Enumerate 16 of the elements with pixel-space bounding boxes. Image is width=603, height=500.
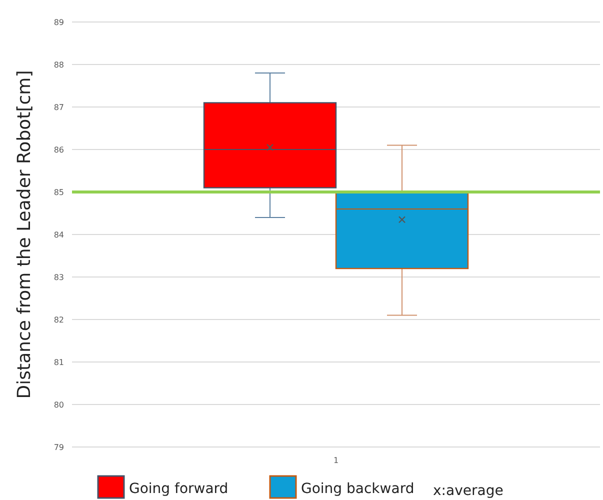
- y-tick-label: 87: [54, 102, 64, 112]
- y-tick-label: 79: [54, 442, 64, 452]
- x-tick-label: 1: [333, 456, 339, 465]
- legend-label: Going backward: [301, 481, 414, 497]
- y-tick-label: 89: [54, 18, 64, 27]
- y-tick-label: 85: [54, 188, 64, 197]
- y-tick-label: 86: [54, 145, 64, 154]
- y-tick-label: 88: [54, 60, 64, 70]
- y-tick-label: 84: [54, 230, 64, 240]
- legend-label: Going forward: [129, 481, 228, 497]
- y-tick-label: 83: [54, 272, 64, 282]
- y-axis-title: Distance from the Leader Robot[cm]: [14, 70, 35, 399]
- y-tick-label: 81: [54, 358, 64, 367]
- text: x:average: [433, 483, 504, 499]
- y-tick-label: 82: [54, 315, 64, 324]
- y-tick-label: 80: [54, 400, 64, 410]
